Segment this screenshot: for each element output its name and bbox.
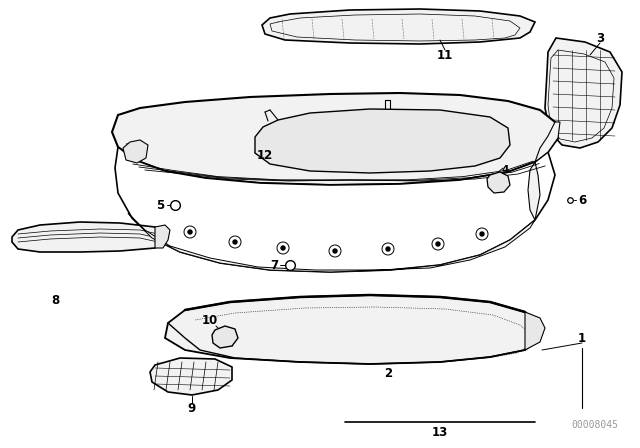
Circle shape bbox=[436, 242, 440, 246]
Polygon shape bbox=[150, 358, 232, 395]
Text: 4: 4 bbox=[501, 165, 509, 175]
Polygon shape bbox=[525, 312, 545, 350]
Text: 9: 9 bbox=[188, 401, 196, 414]
Text: 2: 2 bbox=[384, 366, 392, 379]
Polygon shape bbox=[528, 122, 560, 220]
Polygon shape bbox=[545, 38, 622, 148]
Text: 10: 10 bbox=[202, 314, 218, 327]
Polygon shape bbox=[155, 225, 170, 248]
Polygon shape bbox=[262, 9, 535, 44]
Text: 00008045: 00008045 bbox=[572, 420, 618, 430]
Text: 1: 1 bbox=[578, 332, 586, 345]
Text: 6: 6 bbox=[578, 194, 586, 207]
Polygon shape bbox=[212, 326, 238, 348]
Polygon shape bbox=[12, 222, 165, 252]
Polygon shape bbox=[487, 172, 510, 193]
Polygon shape bbox=[115, 147, 555, 272]
Text: 7: 7 bbox=[270, 258, 278, 271]
Text: 12: 12 bbox=[257, 148, 273, 161]
Polygon shape bbox=[128, 213, 535, 272]
Polygon shape bbox=[165, 295, 540, 364]
Text: 3: 3 bbox=[596, 31, 604, 44]
Polygon shape bbox=[255, 109, 510, 173]
Text: 5: 5 bbox=[156, 198, 164, 211]
Text: 8: 8 bbox=[51, 293, 59, 306]
Circle shape bbox=[480, 232, 484, 236]
Circle shape bbox=[333, 249, 337, 253]
Circle shape bbox=[281, 246, 285, 250]
Circle shape bbox=[233, 240, 237, 244]
Circle shape bbox=[188, 230, 192, 234]
Text: 11: 11 bbox=[437, 48, 453, 61]
Text: 13: 13 bbox=[432, 426, 448, 439]
Circle shape bbox=[386, 247, 390, 251]
Polygon shape bbox=[112, 93, 558, 185]
Polygon shape bbox=[123, 140, 148, 163]
